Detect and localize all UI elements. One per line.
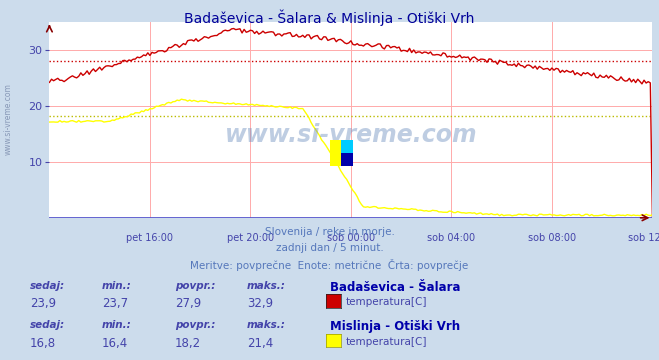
Text: sob 04:00: sob 04:00 bbox=[427, 234, 476, 243]
Text: sob 08:00: sob 08:00 bbox=[528, 234, 576, 243]
Text: Badaševica - Šalara & Mislinja - Otiški Vrh: Badaševica - Šalara & Mislinja - Otiški … bbox=[185, 9, 474, 26]
Text: 27,9: 27,9 bbox=[175, 297, 201, 310]
Bar bbox=[341, 140, 353, 153]
Text: pet 20:00: pet 20:00 bbox=[227, 234, 274, 243]
Text: povpr.:: povpr.: bbox=[175, 320, 215, 330]
Text: temperatura[C]: temperatura[C] bbox=[346, 297, 428, 307]
Text: Mislinja - Otiški Vrh: Mislinja - Otiški Vrh bbox=[330, 320, 459, 333]
Text: Meritve: povprečne  Enote: metrične  Črta: povprečje: Meritve: povprečne Enote: metrične Črta:… bbox=[190, 259, 469, 271]
Text: povpr.:: povpr.: bbox=[175, 281, 215, 291]
Text: sedaj:: sedaj: bbox=[30, 320, 65, 330]
Text: maks.:: maks.: bbox=[247, 320, 286, 330]
Text: maks.:: maks.: bbox=[247, 281, 286, 291]
Text: min.:: min.: bbox=[102, 281, 132, 291]
Bar bbox=[330, 140, 341, 166]
Text: temperatura[C]: temperatura[C] bbox=[346, 337, 428, 347]
Text: 23,7: 23,7 bbox=[102, 297, 129, 310]
Text: min.:: min.: bbox=[102, 320, 132, 330]
Text: pet 16:00: pet 16:00 bbox=[127, 234, 173, 243]
Text: www.si-vreme.com: www.si-vreme.com bbox=[3, 83, 13, 155]
Text: www.si-vreme.com: www.si-vreme.com bbox=[225, 123, 477, 147]
Text: Slovenija / reke in morje.: Slovenija / reke in morje. bbox=[264, 227, 395, 237]
Text: Badaševica - Šalara: Badaševica - Šalara bbox=[330, 281, 460, 294]
Text: 23,9: 23,9 bbox=[30, 297, 56, 310]
Bar bbox=[341, 153, 353, 166]
Text: 32,9: 32,9 bbox=[247, 297, 273, 310]
Text: 16,8: 16,8 bbox=[30, 337, 56, 350]
Text: 16,4: 16,4 bbox=[102, 337, 129, 350]
Text: sob 00:00: sob 00:00 bbox=[327, 234, 375, 243]
Text: sedaj:: sedaj: bbox=[30, 281, 65, 291]
Text: zadnji dan / 5 minut.: zadnji dan / 5 minut. bbox=[275, 243, 384, 253]
Text: 21,4: 21,4 bbox=[247, 337, 273, 350]
Text: sob 12:00: sob 12:00 bbox=[628, 234, 659, 243]
Text: 18,2: 18,2 bbox=[175, 337, 201, 350]
